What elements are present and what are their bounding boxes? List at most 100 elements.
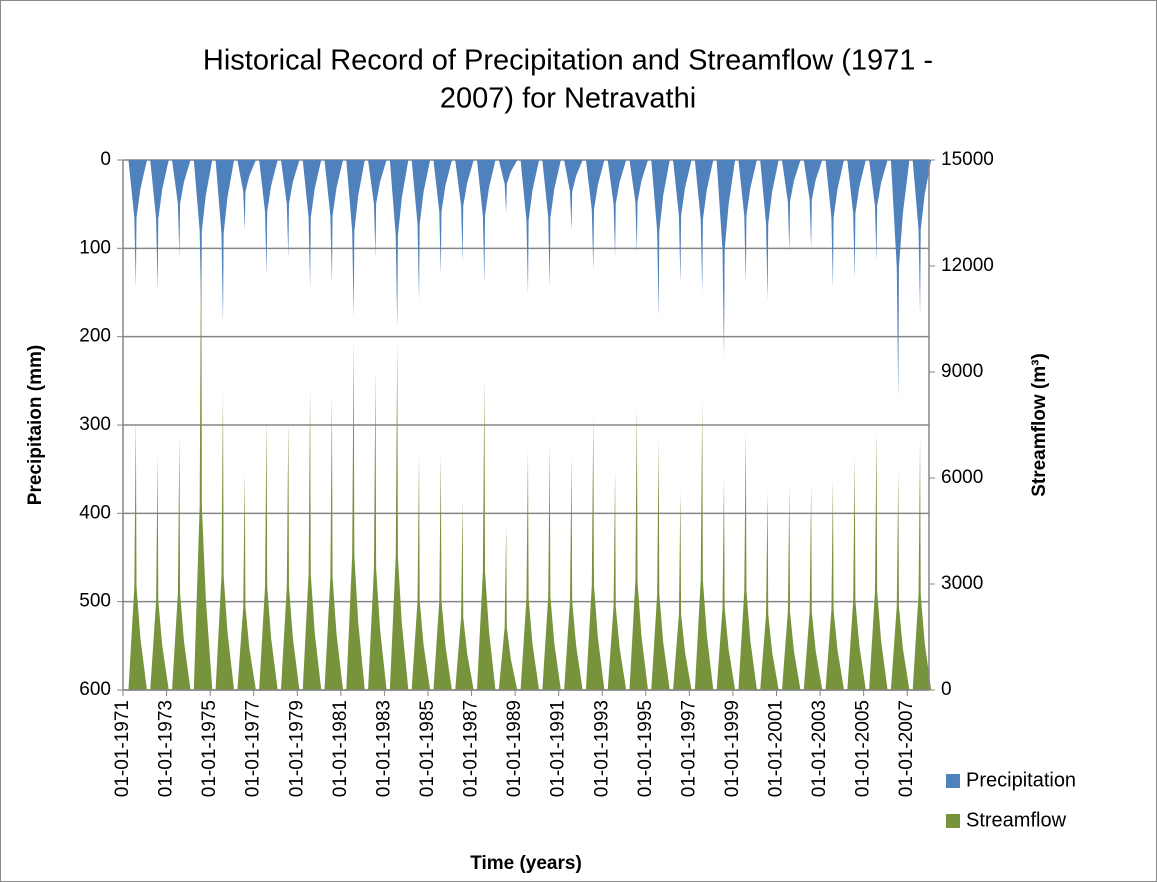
legend-label: Precipitation — [966, 769, 1076, 791]
x-tick-label: 01-01-1971 — [112, 700, 133, 797]
x-tick-label: 01-01-1983 — [373, 700, 394, 797]
streamflow-spike — [781, 485, 801, 690]
streamflow-spike — [150, 455, 169, 690]
x-tick-label: 01-01-1993 — [591, 700, 612, 797]
precipitation-spike — [716, 160, 736, 359]
streamflow-spike — [912, 439, 932, 690]
x-tick-label: 01-01-2005 — [853, 700, 874, 797]
legend-label: Streamflow — [966, 809, 1067, 831]
x-tick-label: 01-01-1997 — [678, 700, 699, 797]
precipitation-spike — [760, 160, 779, 302]
precipitation-spike — [455, 160, 474, 262]
precipitation-spike — [869, 160, 888, 262]
streamflow-spike — [694, 400, 714, 690]
streamflow-spike — [629, 405, 648, 690]
y-axis-title: Precipitaion (mm) — [25, 345, 46, 505]
streamflow-spike — [564, 455, 583, 690]
precipitation-spike — [629, 160, 648, 253]
precipitation-spike — [172, 160, 191, 258]
streamflow-spike — [302, 386, 322, 690]
streamflow-spike — [237, 470, 256, 690]
chart-title: 2007) for Netravathi — [440, 83, 696, 115]
precipitation-spike — [847, 160, 866, 280]
y2-tick-label: 15000 — [941, 149, 994, 170]
y-tick-label: 100 — [79, 237, 111, 258]
streamflow-spike — [215, 389, 235, 690]
streamflow-spike — [825, 479, 845, 690]
legend-swatch — [946, 814, 960, 828]
y2-axis-title: Streamflow (m³) — [1029, 353, 1050, 497]
streamflow-spike — [498, 525, 518, 690]
streamflow-spike — [760, 490, 779, 690]
y-tick-label: 200 — [79, 326, 111, 347]
precipitation-spike — [564, 160, 583, 231]
x-tick-label: 01-01-1985 — [417, 700, 438, 797]
precipitation-spike — [651, 160, 670, 318]
streamflow-spike — [455, 499, 474, 690]
streamflow-spike — [716, 474, 736, 690]
y2-tick-label: 3000 — [941, 573, 983, 594]
streamflow-spike — [738, 430, 757, 690]
precipitation-spike — [890, 160, 910, 399]
streamflow-spike — [607, 470, 627, 690]
precipitation-spike — [237, 160, 256, 231]
streamflow-spike — [673, 490, 692, 690]
precipitation-spike — [694, 160, 714, 293]
y2-tick-label: 9000 — [941, 361, 983, 382]
precipitation-spike — [433, 160, 452, 275]
precipitation-spike — [585, 160, 605, 271]
chart-title: Historical Record of Precipitation and S… — [203, 45, 933, 77]
precipitation-spike — [215, 160, 235, 324]
precipitation-spike — [825, 160, 845, 289]
x-tick-label: 01-01-2007 — [896, 700, 917, 797]
streamflow-spike — [389, 340, 409, 690]
streamflow-spike — [476, 379, 496, 690]
precipitation-spike — [302, 160, 322, 289]
streamflow-spike — [193, 205, 213, 690]
streamflow-spike — [803, 485, 823, 690]
precipitation-spike — [781, 160, 801, 253]
streamflow-spike — [585, 414, 605, 690]
x-tick-label: 01-01-1975 — [199, 700, 220, 797]
x-tick-label: 01-01-2001 — [766, 700, 787, 797]
streamflow-spike — [869, 430, 888, 690]
y-tick-label: 500 — [79, 591, 111, 612]
x-tick-label: 01-01-1987 — [461, 700, 482, 797]
streamflow-spike — [411, 455, 431, 690]
y-tick-label: 400 — [79, 502, 111, 523]
legend-swatch — [946, 774, 960, 788]
streamflow-spike — [433, 455, 452, 690]
precipitation-spike — [280, 160, 300, 258]
y-tick-label: 0 — [100, 149, 111, 170]
precipitation-spike — [368, 160, 387, 258]
x-tick-label: 01-01-1977 — [243, 700, 264, 797]
x-axis-title: Time (years) — [470, 853, 582, 874]
precipitation-spike — [259, 160, 278, 275]
streamflow-spike — [520, 449, 540, 690]
x-tick-label: 01-01-1981 — [330, 700, 351, 797]
streamflow-spike — [324, 393, 344, 690]
streamflow-spike — [280, 419, 300, 690]
x-tick-label: 01-01-1973 — [156, 700, 177, 797]
precipitation-spike — [542, 160, 561, 289]
x-tick-label: 01-01-1989 — [504, 700, 525, 797]
precipitation-spike — [803, 160, 823, 249]
precipitation-spike — [346, 160, 365, 318]
precipitation-spike — [738, 160, 757, 284]
precipitation-spike — [411, 160, 431, 302]
precipitation-spike — [520, 160, 540, 295]
x-tick-label: 01-01-1991 — [548, 700, 569, 797]
streamflow-spike — [259, 417, 278, 690]
precipitation-spike — [912, 160, 932, 315]
x-tick-label: 01-01-1995 — [635, 700, 656, 797]
y2-tick-label: 12000 — [941, 255, 994, 276]
y2-tick-label: 6000 — [941, 467, 983, 488]
precipitation-spike — [607, 160, 627, 258]
y-tick-label: 300 — [79, 414, 111, 435]
precipitation-spike — [128, 160, 147, 289]
streamflow-spike — [128, 417, 147, 690]
x-tick-label: 01-01-2003 — [809, 700, 830, 797]
precipitation-spike — [324, 160, 344, 284]
